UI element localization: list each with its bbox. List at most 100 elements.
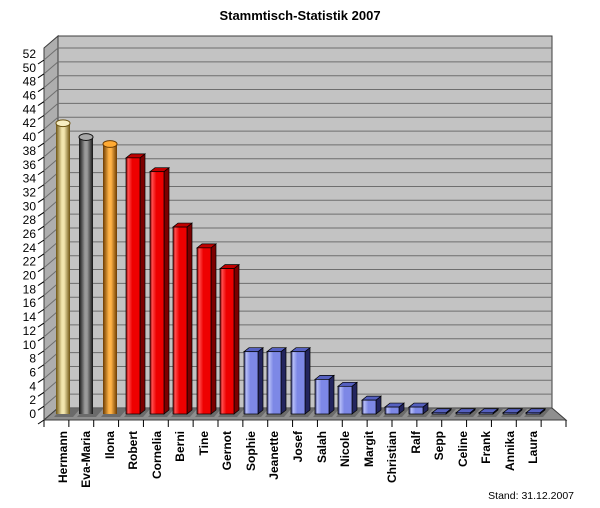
y-tick: [37, 211, 45, 217]
x-category-label: Salah: [315, 431, 329, 463]
y-tick: [37, 184, 45, 190]
x-category-label: Josef: [291, 430, 305, 462]
gridline-side: [43, 269, 59, 282]
y-tick-label: 12: [23, 324, 37, 338]
bar-Ilona: [103, 144, 117, 414]
y-tick-label: 2: [29, 393, 36, 407]
x-category-label: Ilona: [103, 431, 117, 459]
y-tick-label: 40: [23, 130, 37, 144]
gridline-side: [43, 199, 59, 213]
y-tick: [37, 419, 45, 425]
y-tick-label: 14: [23, 310, 37, 324]
bar-cap: [55, 119, 71, 128]
bar-Celine: [455, 412, 471, 415]
bar-Robert: [125, 157, 141, 415]
y-tick: [37, 170, 45, 176]
gridline-side: [43, 283, 59, 296]
y-tick-label: 34: [23, 172, 37, 186]
gridline-side: [43, 324, 59, 338]
gridline-side: [43, 89, 59, 102]
bar-side: [163, 166, 170, 415]
y-tick: [37, 239, 45, 245]
y-tick-label: 42: [23, 116, 37, 130]
gridline-side: [43, 75, 59, 89]
y-tick: [37, 350, 45, 356]
x-category-label: Jeanette: [267, 431, 281, 480]
gridline-side: [43, 130, 59, 144]
y-tick-label: 18: [23, 282, 37, 296]
y-tick-label: 36: [23, 158, 37, 172]
y-tick: [37, 391, 45, 397]
y-tick: [37, 253, 45, 259]
gridline-side: [43, 379, 59, 393]
x-category-label: Gernot: [220, 431, 234, 470]
y-tick-label: 8: [29, 352, 36, 366]
gridline-side: [43, 241, 59, 255]
bar-side: [328, 374, 335, 415]
x-category-label: Berni: [173, 431, 187, 462]
y-tick-label: 46: [23, 89, 37, 103]
gridline-side: [43, 186, 59, 199]
bar-side: [304, 346, 311, 415]
bar-Annika: [502, 412, 518, 415]
bar-Josef: [290, 351, 306, 415]
y-tick: [37, 294, 45, 300]
x-category-label: Celine: [456, 431, 470, 467]
gridline-side: [43, 338, 59, 352]
bar-Berni: [172, 226, 188, 415]
y-tick-label: 50: [23, 61, 37, 75]
bar-Margit: [361, 399, 377, 415]
gridline-side: [43, 116, 59, 130]
y-tick: [37, 114, 45, 120]
x-category-label: Frank: [479, 431, 493, 464]
y-tick-label: 0: [29, 407, 36, 421]
x-category-label: Sepp: [432, 431, 446, 460]
x-category-label: Christian: [385, 431, 399, 483]
bar-Jeanette: [266, 351, 282, 415]
y-tick: [37, 405, 45, 411]
x-category-label: Annika: [503, 431, 517, 471]
gridline-side: [43, 255, 59, 269]
x-category-label: Laura: [526, 431, 540, 464]
x-category-label: Margit: [362, 431, 376, 467]
y-tick-label: 44: [23, 102, 37, 116]
y-tick-label: 52: [23, 47, 37, 61]
bar-Salah: [314, 379, 330, 415]
bar-Nicole: [337, 385, 353, 415]
gridline-side: [43, 144, 59, 158]
y-tick: [37, 364, 45, 370]
gridline-side: [43, 393, 59, 407]
bar-cap: [78, 133, 94, 141]
gridline-side: [43, 103, 59, 116]
y-tick-label: 4: [29, 379, 36, 393]
y-tick-label: 32: [23, 185, 37, 199]
bar-Sepp: [431, 412, 447, 415]
x-category-label: Eva-Maria: [79, 431, 93, 488]
y-tick-label: 38: [23, 144, 37, 158]
y-tick: [37, 128, 45, 134]
y-tick-label: 22: [23, 255, 37, 269]
bar-Eva-Maria: [79, 137, 93, 415]
y-tick: [37, 378, 45, 383]
bar-cap: [102, 140, 118, 148]
y-tick: [37, 267, 45, 273]
bar-side: [351, 381, 358, 415]
y-tick: [37, 59, 45, 65]
bar-Sophie: [243, 351, 259, 415]
bar-side: [257, 346, 264, 415]
y-tick-label: 26: [23, 227, 37, 241]
bar-side: [233, 263, 240, 415]
gridline-side: [43, 158, 59, 172]
bar-Frank: [478, 412, 494, 415]
footnote-stand-date: Stand: 31.12.2007: [488, 490, 574, 502]
x-category-label: Ralf: [409, 430, 423, 454]
x-category-label: Tine: [197, 431, 211, 456]
gridline-side: [43, 352, 59, 365]
y-tick-label: 20: [23, 269, 37, 283]
x-category-label: Hermann: [56, 431, 70, 483]
bar-side: [186, 222, 193, 415]
y-tick: [37, 336, 45, 342]
y-tick: [37, 73, 45, 79]
